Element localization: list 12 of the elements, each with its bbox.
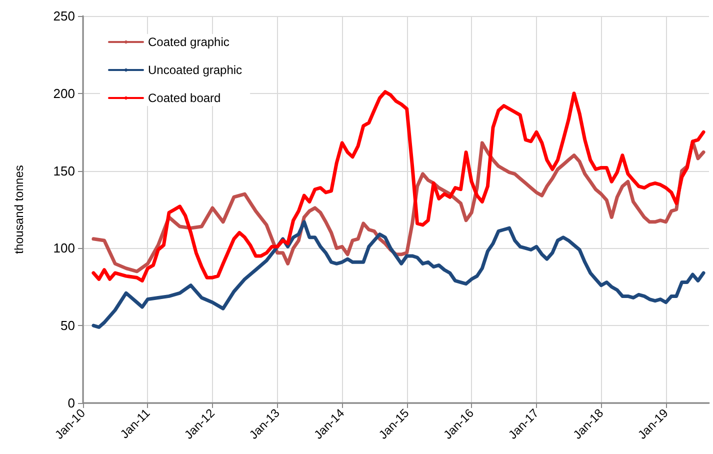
y-tick-label: 200 <box>53 86 75 101</box>
y-tick-label: 50 <box>60 318 75 334</box>
y-tick-label: 150 <box>53 163 75 178</box>
line-series <box>92 220 706 329</box>
y-axis-title: thousand tonnes <box>12 165 26 254</box>
legend-label: Coated graphic <box>148 35 230 49</box>
y-tick-label: 250 <box>53 8 75 24</box>
line-series <box>92 90 706 282</box>
y-tick-label: 0 <box>68 396 75 410</box>
legend-label: Uncoated graphic <box>148 63 242 77</box>
y-tick-label: 100 <box>53 240 75 256</box>
legend-label: Coated board <box>148 91 221 105</box>
